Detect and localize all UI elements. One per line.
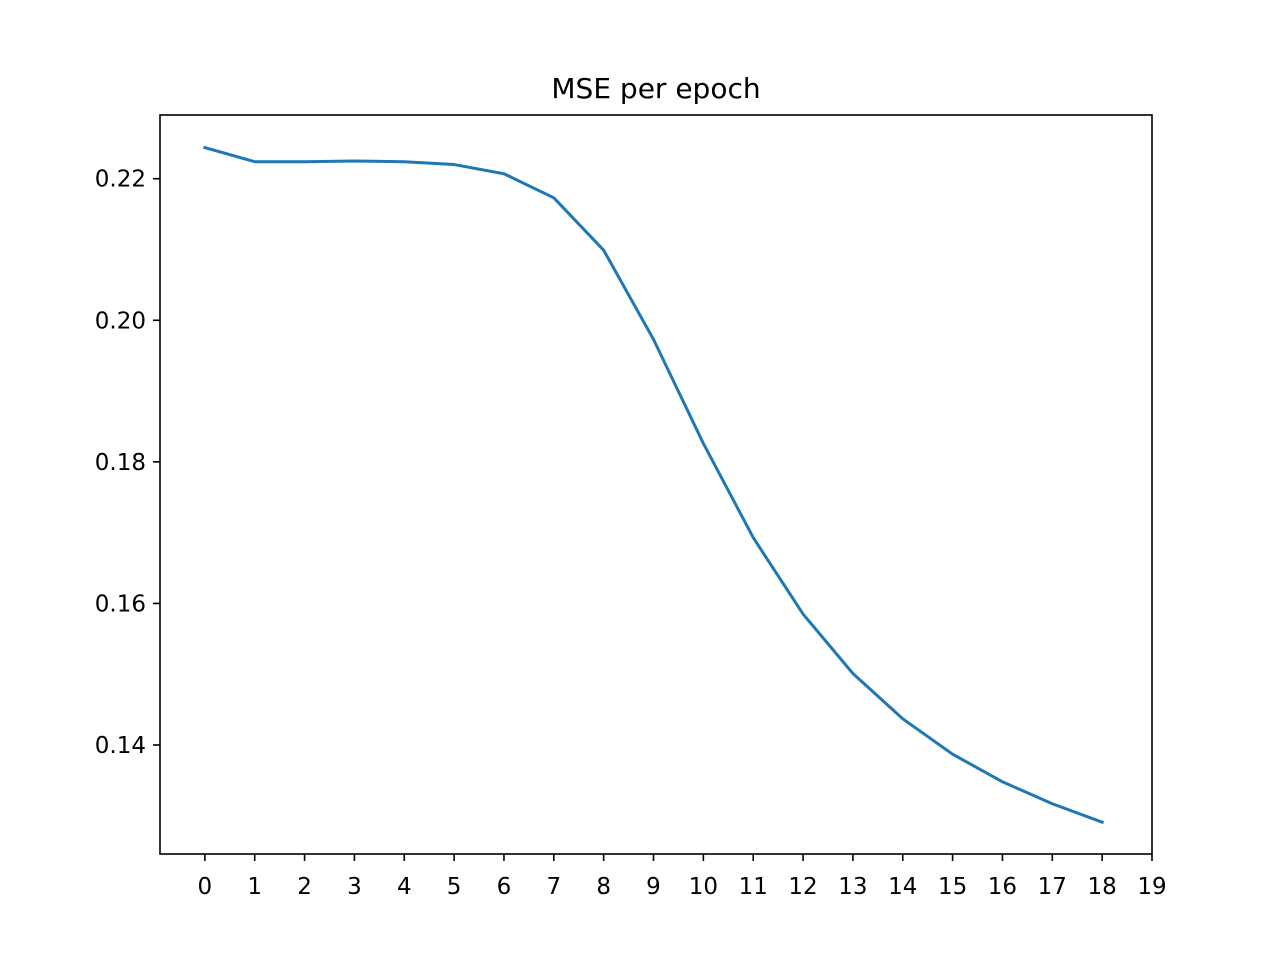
x-tick-label: 15 [938,874,967,900]
x-tick-label: 6 [497,874,512,900]
y-tick-label: 0.16 [95,591,146,617]
x-tick-label: 12 [788,874,817,900]
x-tick-label: 16 [988,874,1017,900]
y-tick-label: 0.20 [95,308,146,334]
y-axis: 0.14 0.16 0.18 0.20 0.22 [95,167,160,759]
x-tick-label: 19 [1137,874,1166,900]
x-tick-label: 10 [689,874,718,900]
x-tick-label: 1 [247,874,262,900]
x-axis: 0 1 2 3 4 5 6 7 8 9 10 11 12 13 14 15 16 17 18 19 [198,854,1167,900]
x-tick-label: 18 [1088,874,1117,900]
x-tick-label: 2 [297,874,312,900]
x-tick-label: 14 [888,874,917,900]
chart-title: MSE per epoch [551,72,760,105]
y-tick-label: 0.18 [95,450,146,476]
x-tick-label: 11 [739,874,768,900]
x-tick-label: 3 [347,874,362,900]
x-tick-label: 13 [838,874,867,900]
x-tick-label: 17 [1038,874,1067,900]
y-tick-label: 0.22 [95,167,146,193]
x-tick-label: 9 [646,874,661,900]
series-layer [203,145,1105,825]
x-tick-label: 0 [198,874,213,900]
y-tick-label: 0.14 [95,733,146,759]
series-line [203,145,1105,825]
x-tick-label: 7 [546,874,561,900]
x-tick-label: 5 [447,874,462,900]
x-tick-label: 4 [397,874,412,900]
x-tick-label: 8 [596,874,611,900]
plot-area-frame [159,114,1153,855]
